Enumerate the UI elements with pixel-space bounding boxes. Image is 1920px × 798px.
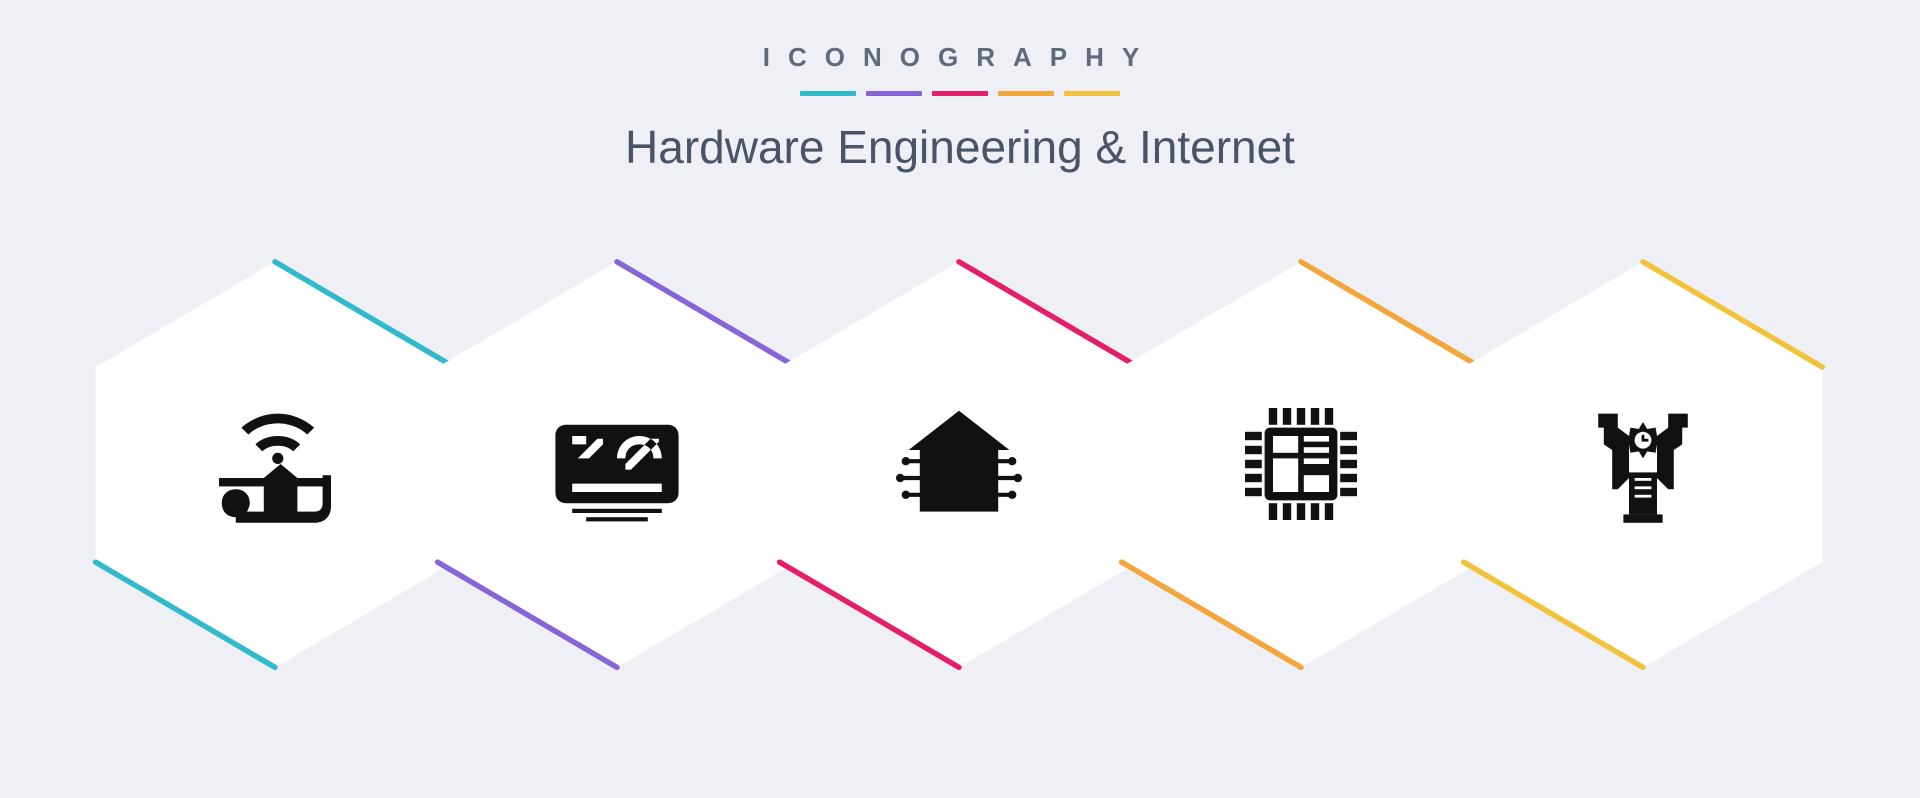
stripe-0 [800, 91, 856, 96]
brand-label: ICONOGRAPHY [625, 42, 1295, 73]
smart-house-icon [889, 394, 1029, 534]
stripe-4 [1064, 91, 1120, 96]
hex-card-1 [422, 254, 812, 674]
stripe-1 [866, 91, 922, 96]
hex-row [80, 254, 1840, 674]
header: ICONOGRAPHY Hardware Engineering & Inter… [625, 42, 1295, 174]
accent-stripes [625, 91, 1295, 96]
hex-card-4 [1448, 254, 1838, 674]
smart-home-wifi-icon [205, 394, 345, 534]
hex-card-0 [80, 254, 470, 674]
stripe-3 [998, 91, 1054, 96]
page-title: Hardware Engineering & Internet [625, 120, 1295, 174]
cpu-chip-icon [1231, 394, 1371, 534]
hex-card-2 [764, 254, 1154, 674]
circuit-board-icon [547, 394, 687, 534]
hex-card-3 [1106, 254, 1496, 674]
micrometer-gear-icon [1573, 394, 1713, 534]
stripe-2 [932, 91, 988, 96]
